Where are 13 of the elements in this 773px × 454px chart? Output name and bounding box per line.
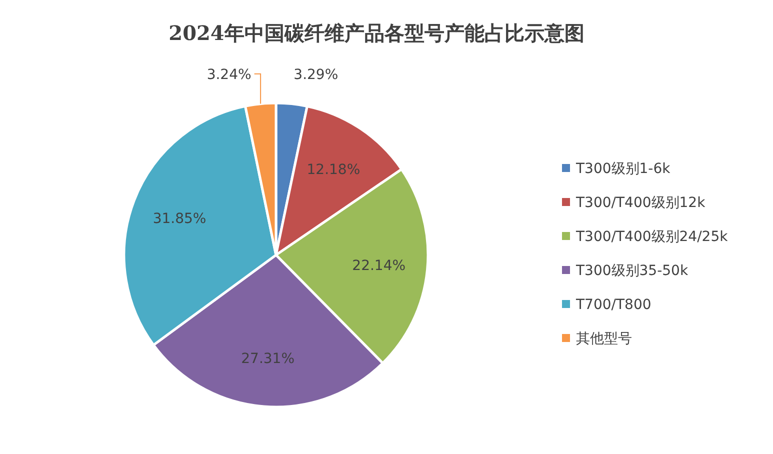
data-label: 31.85% [152, 210, 206, 227]
data-label: 27.31% [241, 351, 295, 368]
legend-label: 其他型号 [576, 331, 632, 347]
chart-title: 2024年中国碳纤维产品各型号产能占比示意图 [168, 21, 584, 45]
legend-label: T300/T400级别24/25k [575, 229, 729, 245]
legend-label: T300级别1-6k [575, 161, 672, 177]
legend-label: T700/T800 [575, 297, 652, 313]
data-label: 3.24% [206, 66, 252, 83]
legend-label: T300/T400级别12k [575, 195, 706, 211]
data-label: 12.18% [306, 162, 360, 178]
data-label: 22.14% [352, 258, 406, 274]
data-label: 3.29% [294, 66, 338, 83]
legend-label: T300级别35-50k [575, 263, 689, 279]
